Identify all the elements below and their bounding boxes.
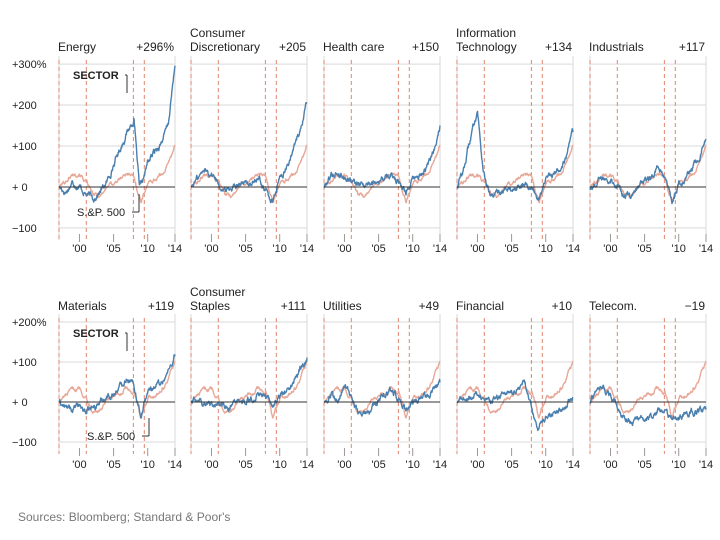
- x-tick-label: '14: [168, 459, 182, 471]
- sector-line: [589, 384, 707, 427]
- y-tick-label: +100: [12, 357, 37, 369]
- sector-line: [589, 138, 707, 205]
- panel-title: Utilities: [323, 299, 362, 313]
- panel-title: Discretionary: [190, 40, 260, 54]
- x-tick-label: '00: [470, 459, 484, 471]
- panel-change-value: −19: [685, 299, 706, 313]
- sp500-callout-label: S.&P. 500: [87, 431, 135, 443]
- x-tick-label: '10: [672, 243, 686, 255]
- sector-line: [190, 357, 308, 412]
- x-tick-label: '00: [72, 243, 86, 255]
- x-tick-label: '00: [470, 243, 484, 255]
- x-tick-label: '10: [406, 459, 420, 471]
- source-note: Sources: Bloomberg; Standard & Poor's: [18, 510, 231, 524]
- sector-callout-label: SECTOR: [73, 328, 119, 340]
- x-tick-label: '10: [273, 459, 287, 471]
- sector-line: [323, 125, 441, 196]
- panel-change-value: +296%: [136, 40, 174, 54]
- y-tick-label: +200%: [12, 317, 47, 329]
- x-tick-label: '00: [337, 243, 351, 255]
- x-tick-label: '05: [504, 459, 518, 471]
- y-tick-label: −100: [12, 223, 37, 235]
- x-tick-label: '14: [566, 459, 580, 471]
- x-tick-label: '05: [637, 459, 651, 471]
- x-tick-label: '05: [371, 243, 385, 255]
- x-tick-label: '14: [433, 459, 447, 471]
- sector-line: [190, 102, 308, 204]
- y-tick-label: +200: [12, 100, 37, 112]
- x-tick-label: '00: [337, 459, 351, 471]
- x-tick-label: '00: [72, 459, 86, 471]
- x-tick-label: '00: [204, 459, 218, 471]
- sp500-callout-label: S.&P. 500: [77, 207, 125, 219]
- x-tick-label: '00: [603, 243, 617, 255]
- x-tick-label: '14: [566, 243, 580, 255]
- panel-title: Consumer: [190, 285, 245, 299]
- x-tick-label: '05: [637, 243, 651, 255]
- panel-title: Materials: [58, 299, 107, 313]
- x-tick-label: '00: [204, 243, 218, 255]
- x-tick-label: '05: [106, 459, 120, 471]
- sector-callout-label: SECTOR: [73, 70, 119, 82]
- y-tick-label: −100: [12, 437, 37, 449]
- sp500-line: [456, 144, 574, 204]
- sp500-line: [58, 360, 176, 419]
- panel-title: Information: [456, 26, 516, 40]
- x-tick-label: '05: [371, 459, 385, 471]
- x-tick-label: '14: [699, 459, 713, 471]
- sector-line: [58, 354, 176, 419]
- y-tick-label: + 0: [12, 397, 28, 409]
- sp500-line: [323, 144, 441, 204]
- panel-change-value: +10: [552, 299, 573, 313]
- panel-title: Consumer: [190, 26, 245, 40]
- x-tick-label: '05: [238, 459, 252, 471]
- y-tick-label: +100: [12, 141, 37, 153]
- panel-title: Technology: [456, 40, 517, 54]
- sp500-line: [589, 360, 707, 419]
- y-tick-label: +300%: [12, 59, 47, 71]
- panel-change-value: +111: [281, 299, 307, 313]
- x-tick-label: '10: [273, 243, 287, 255]
- x-tick-label: '10: [672, 459, 686, 471]
- panel-change-value: +117: [679, 40, 705, 54]
- x-tick-label: '14: [300, 459, 314, 471]
- x-tick-label: '14: [168, 243, 182, 255]
- x-tick-label: '10: [406, 243, 420, 255]
- sector-line: [58, 65, 176, 203]
- sector-line: [456, 379, 574, 432]
- panel-title: Health care: [323, 40, 385, 54]
- sp500-line: [323, 360, 441, 419]
- x-tick-label: '10: [141, 459, 155, 471]
- panel-title: Industrials: [589, 40, 644, 54]
- panel-change-value: +205: [279, 40, 306, 54]
- panel-title: Telecom.: [589, 299, 637, 313]
- sector-line: [323, 378, 441, 417]
- sp500-line: [589, 144, 707, 204]
- x-tick-label: '05: [504, 243, 518, 255]
- x-tick-label: '14: [433, 243, 447, 255]
- x-tick-label: '14: [699, 243, 713, 255]
- x-tick-label: '10: [539, 459, 553, 471]
- panel-change-value: +150: [412, 40, 439, 54]
- y-tick-label: + 0: [12, 182, 28, 194]
- sector-line: [456, 110, 574, 201]
- x-tick-label: '00: [603, 459, 617, 471]
- panel-title: Financial: [456, 299, 504, 313]
- panel-title: Staples: [190, 299, 230, 313]
- x-tick-label: '10: [539, 243, 553, 255]
- x-tick-label: '10: [141, 243, 155, 255]
- panel-change-value: +134: [545, 40, 572, 54]
- sp500-line: [456, 360, 574, 419]
- x-tick-label: '14: [300, 243, 314, 255]
- sp500-line: [190, 360, 308, 419]
- panel-change-value: +119: [148, 299, 174, 313]
- panel-title: Energy: [58, 40, 96, 54]
- sp500-line: [58, 144, 176, 204]
- panel-change-value: +49: [419, 299, 440, 313]
- x-tick-label: '05: [238, 243, 252, 255]
- x-tick-label: '05: [106, 243, 120, 255]
